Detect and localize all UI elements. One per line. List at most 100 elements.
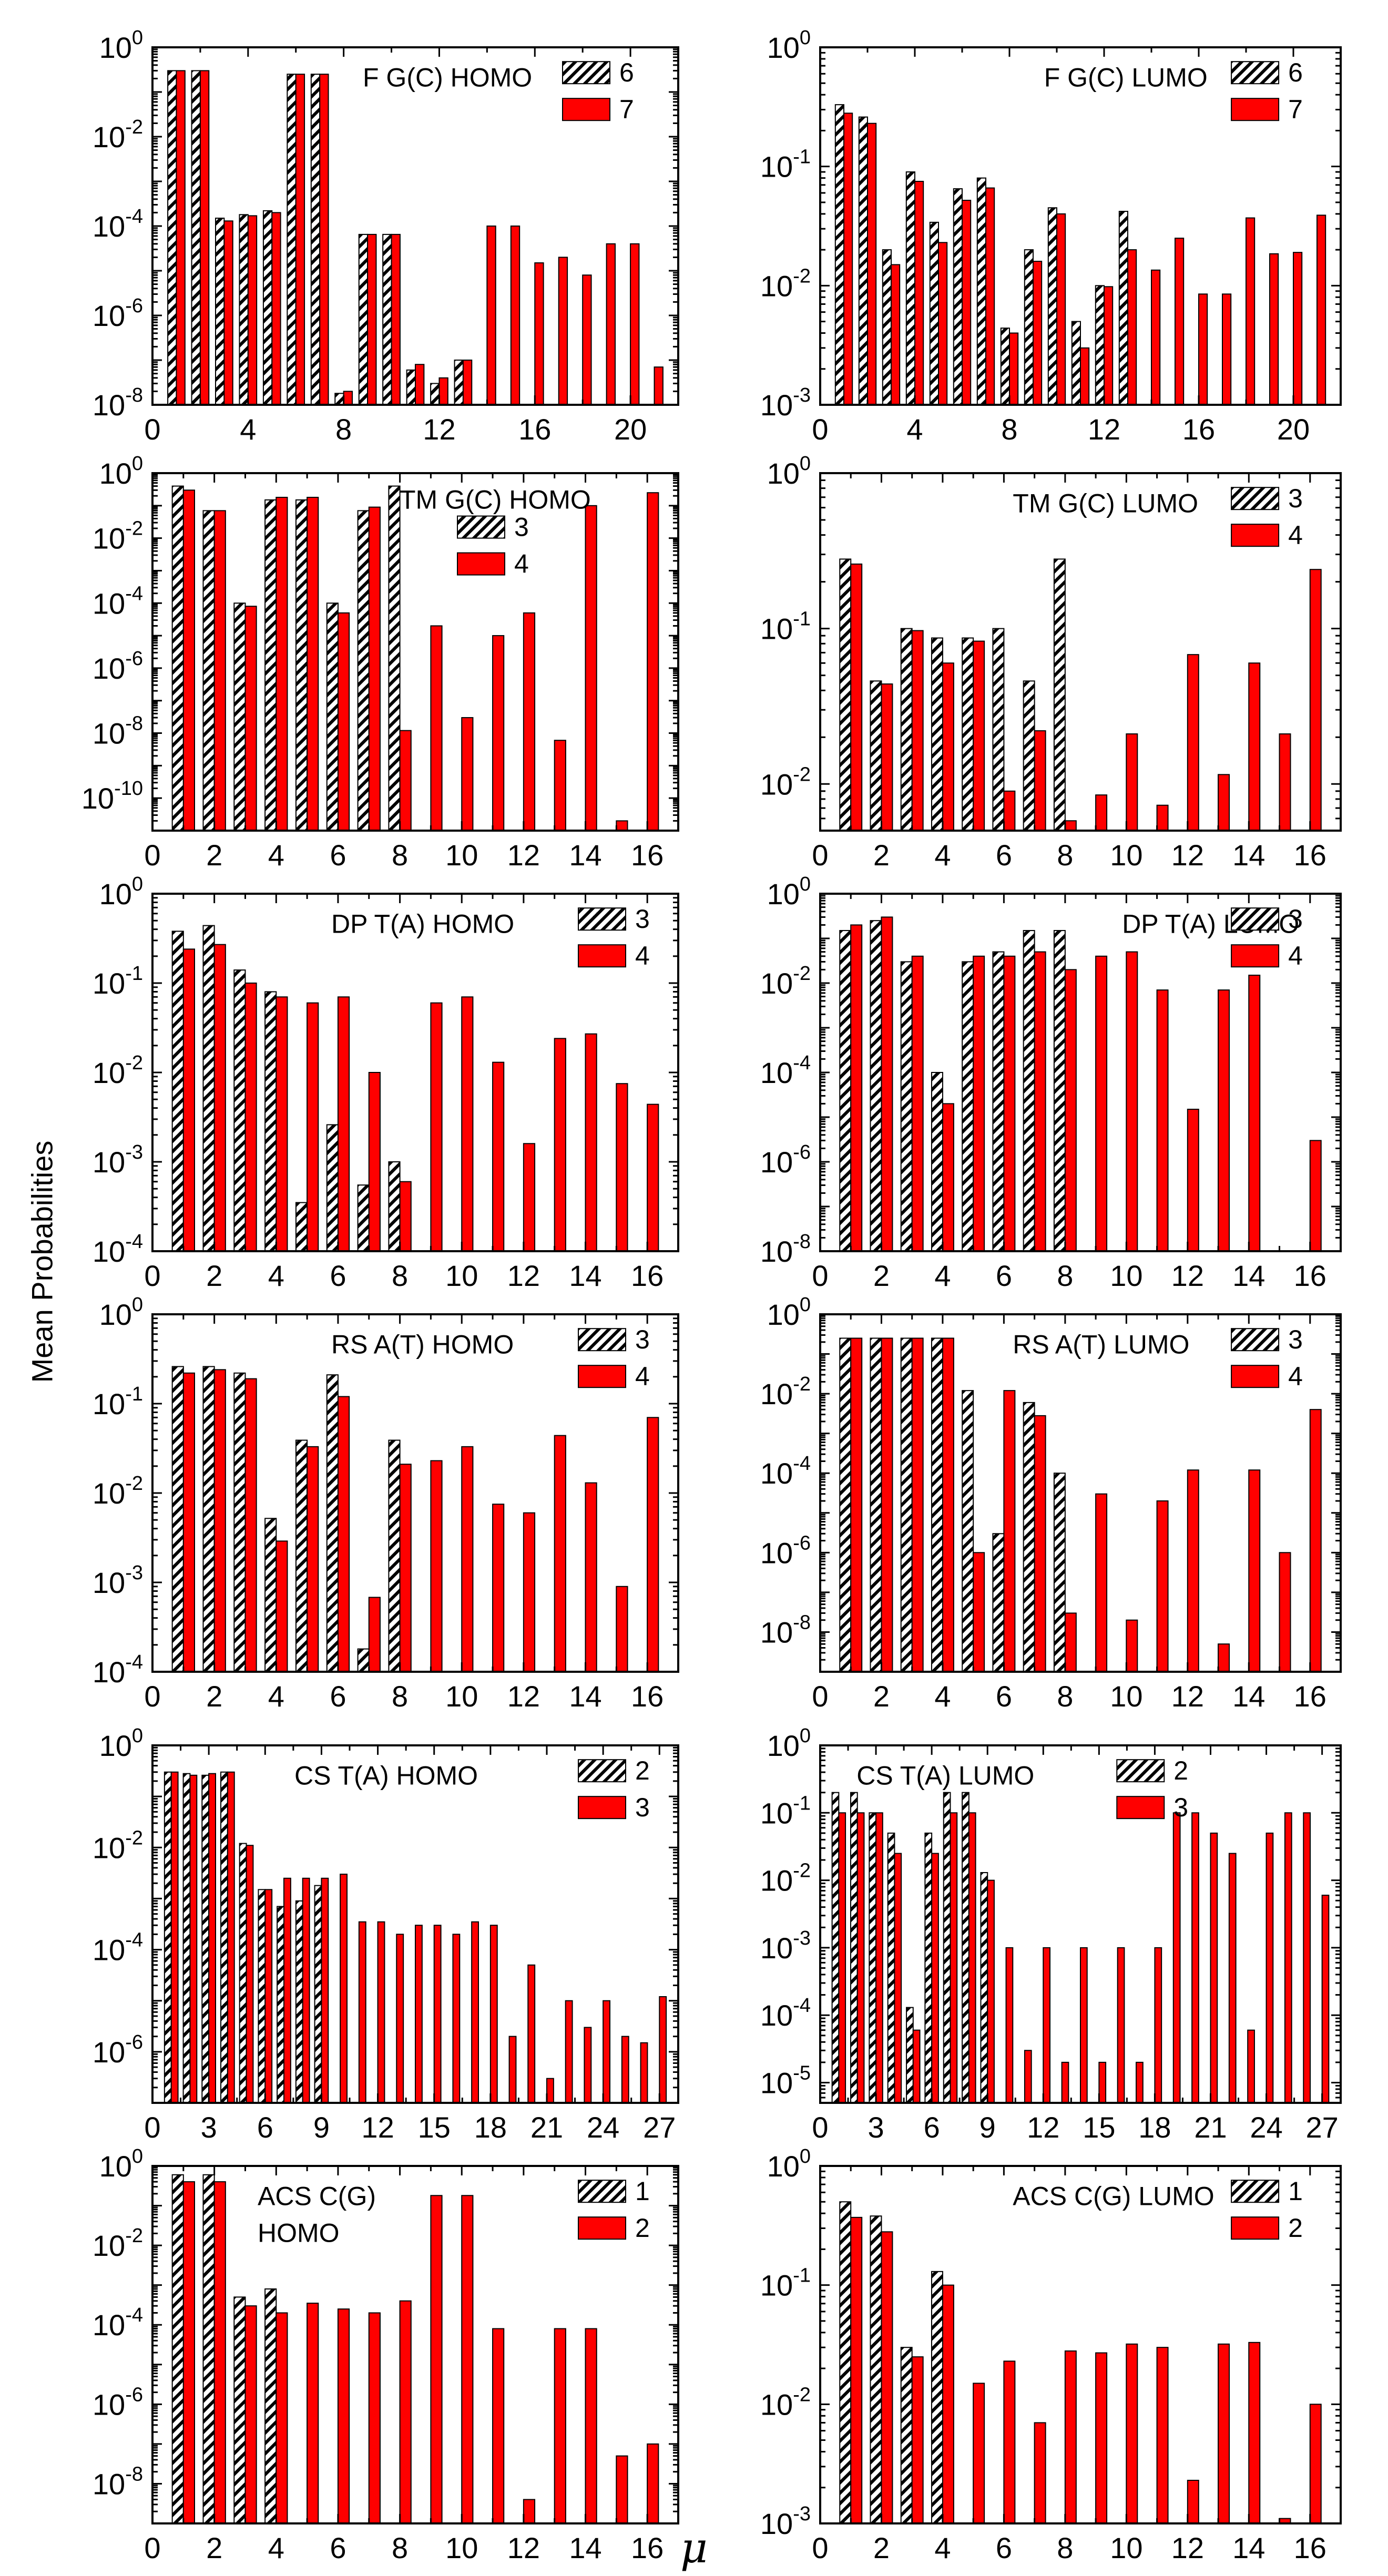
bar-s2-x14 xyxy=(585,1033,597,1252)
x-tick-label: 0 xyxy=(144,1259,160,1292)
x-tick-label: 0 xyxy=(144,2111,160,2144)
y-tick-label: 10-8 xyxy=(760,1231,811,1268)
bar-s2-x13 xyxy=(1061,2061,1069,2103)
panel-title: ACS C(G) LUMO xyxy=(1013,2181,1214,2211)
bar-s2-x20 xyxy=(630,243,640,405)
bar-s2-x9 xyxy=(1033,261,1043,405)
x-tick-label: 4 xyxy=(934,2531,951,2564)
bar-s2-x10 xyxy=(1126,733,1138,832)
y-tick-label: 100 xyxy=(767,1294,811,1331)
bar-s2-x11 xyxy=(1080,347,1090,405)
bar-s2-x15 xyxy=(1279,1552,1291,1673)
bar-s1-x1 xyxy=(164,1771,172,2104)
legend-label: 7 xyxy=(1288,95,1303,124)
x-tick-label: 6 xyxy=(330,2531,346,2564)
bar-s1-x8 xyxy=(1053,1473,1066,1672)
bar-s1-x6 xyxy=(992,1533,1005,1673)
bar-s2-x10 xyxy=(1056,213,1066,405)
bar-s1-x5 xyxy=(295,1202,308,1252)
bar-s2-x13 xyxy=(1218,1643,1230,1672)
bar-s2-x4 xyxy=(942,1103,954,1252)
bar-s1-x5 xyxy=(906,2007,914,2104)
legend-label: 3 xyxy=(635,904,650,934)
bar-s1-x6 xyxy=(326,1124,339,1252)
bar-s2-x11 xyxy=(492,635,505,831)
bar-s2-x8 xyxy=(399,730,412,832)
bar-s2-x1 xyxy=(182,2181,196,2524)
y-tick-label: 10-4 xyxy=(760,1052,811,1089)
legend-swatch xyxy=(578,907,626,931)
plot-frame xyxy=(819,1744,1342,2104)
bar-s2-x20 xyxy=(527,1964,536,2104)
x-tick-label: 4 xyxy=(268,839,284,872)
bar-s2-x18 xyxy=(582,274,592,405)
bar-s1-x3 xyxy=(900,961,913,1252)
bar-s1-x8 xyxy=(334,393,344,405)
bar-s2-x14 xyxy=(1248,2342,1261,2524)
bar-s2-x10 xyxy=(340,1874,348,2104)
bar-s2-x19 xyxy=(1172,1812,1181,2104)
x-tick-label: 2 xyxy=(873,1259,890,1292)
bar-s2-x6 xyxy=(1003,955,1016,1252)
bar-s2-x5 xyxy=(973,955,985,1252)
legend-swatch xyxy=(457,552,505,576)
bar-s1-x3 xyxy=(215,218,225,405)
y-tick-label: 10-1 xyxy=(93,963,143,1000)
bar-s2-x5 xyxy=(973,1552,985,1673)
y-tick-label: 10-1 xyxy=(760,608,811,646)
bar-s2-x2 xyxy=(881,2231,893,2524)
bar-s1-x7 xyxy=(976,177,987,405)
x-tick-label: 8 xyxy=(1057,1680,1073,1713)
bar-s2-x7 xyxy=(1034,730,1046,831)
plot-frame xyxy=(151,2165,679,2524)
legend-label: 4 xyxy=(635,1362,650,1391)
bar-s2-x2 xyxy=(881,1337,893,1672)
bar-s2-x4 xyxy=(227,1771,235,2104)
bar-s1-x7 xyxy=(943,1792,951,2103)
x-tick-label: 9 xyxy=(313,2111,330,2144)
bar-s1-x8 xyxy=(388,1439,401,1673)
bar-s2-x7 xyxy=(1034,1415,1046,1672)
bar-s2-x5 xyxy=(912,2029,921,2103)
bar-s2-x15 xyxy=(1098,2061,1107,2103)
bar-s2-x13 xyxy=(1218,774,1230,831)
legend-swatch xyxy=(1231,944,1280,968)
x-tick-label: 3 xyxy=(868,2111,884,2144)
y-tick-label: 10-1 xyxy=(760,2265,811,2302)
bar-s1-x2 xyxy=(202,1366,215,1672)
bar-s2-x4 xyxy=(942,2284,954,2524)
x-tick-label: 0 xyxy=(812,1259,828,1292)
bar-s1-x7 xyxy=(277,1906,285,2103)
y-tick-label: 10-4 xyxy=(760,1453,811,1490)
bar-s1-x4 xyxy=(931,1072,943,1252)
bar-s2-x14 xyxy=(585,2328,597,2524)
x-tick-label: 12 xyxy=(507,1259,540,1292)
legend-swatch xyxy=(578,1365,626,1388)
bar-s2-x4 xyxy=(914,180,924,405)
bar-s2-x11 xyxy=(1024,2050,1032,2104)
x-tick-label: 0 xyxy=(144,2531,160,2564)
x-tick-label: 0 xyxy=(812,2531,828,2564)
bar-s2-x4 xyxy=(942,1337,954,1672)
legend-swatch xyxy=(1231,98,1280,121)
bar-s2-x8 xyxy=(1064,820,1077,831)
bar-s2-x4 xyxy=(247,215,258,405)
x-tick-label: 16 xyxy=(631,839,664,872)
legend-label: 2 xyxy=(1173,1756,1188,1785)
y-tick-label: 10-3 xyxy=(760,2503,811,2540)
bar-s2-x1 xyxy=(850,924,863,1252)
x-tick-label: 8 xyxy=(392,1680,408,1713)
bar-s1-x1 xyxy=(171,2174,184,2524)
bar-s1-x5 xyxy=(962,1390,974,1672)
bar-s2-x10 xyxy=(1126,2343,1138,2524)
bar-s1-x8 xyxy=(388,1161,401,1252)
y-tick-label: 10-6 xyxy=(93,2031,143,2069)
legend-swatch xyxy=(562,98,610,121)
bar-s1-x1 xyxy=(839,2201,852,2524)
bar-s2-x7 xyxy=(950,1812,958,2104)
x-tick-label: 16 xyxy=(518,413,551,446)
x-tick-label: 6 xyxy=(924,2111,940,2144)
bar-s2-x7 xyxy=(283,1877,291,2104)
x-tick-label: 14 xyxy=(569,2531,601,2564)
x-tick-label: 10 xyxy=(1110,1259,1142,1292)
